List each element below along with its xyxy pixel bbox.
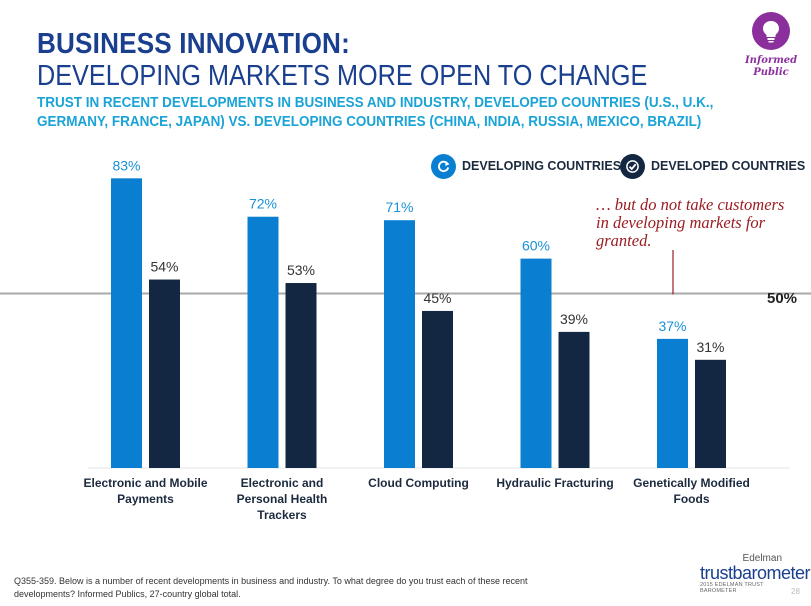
badge-label-line1: Informed (745, 55, 798, 66)
bar-developing (247, 216, 279, 468)
edelman-trustbarometer-logo: Edelman trustbarometer 2015 EDELMAN TRUS… (700, 553, 811, 594)
bar-developed (558, 331, 590, 468)
data-label: 37% (658, 318, 686, 334)
bar-developed (149, 279, 180, 468)
bar-developing (384, 220, 415, 468)
data-label: 39% (560, 311, 588, 327)
annotation-text: … but do not take customers in developin… (596, 195, 785, 250)
legend-label-developing: DEVELOPING COUNTRIES (462, 159, 622, 173)
category-label: Electronic and Personal Health Trackers (237, 476, 328, 522)
checkmark-icon (620, 153, 645, 179)
data-label: 72% (249, 196, 277, 212)
informed-public-badge: Informed Public (745, 12, 797, 79)
page-subtitle: TRUST IN RECENT DEVELOPMENTS IN BUSINESS… (37, 95, 714, 130)
data-label: 83% (112, 157, 140, 173)
data-label: 31% (696, 339, 724, 355)
legend-developing: DEVELOPING COUNTRIES (431, 152, 621, 180)
logo-brand: Edelman (742, 553, 782, 564)
logo-study: 2015 EDELMAN TRUST BAROMETER (700, 582, 764, 594)
data-label: 53% (287, 262, 315, 278)
bar-developing (520, 258, 552, 468)
page-title-line2: DEVELOPING MARKETS MORE OPEN TO CHANGE (37, 60, 648, 92)
data-label: 71% (385, 199, 413, 215)
data-label: 60% (522, 238, 550, 254)
reference-line-label: 50% (767, 290, 798, 307)
category-label: Genetically Modified Foods (633, 476, 750, 506)
page-number: 28 (791, 587, 800, 596)
legend-developed: DEVELOPED COUNTRIES (620, 152, 805, 180)
data-label: 45% (423, 290, 451, 306)
bar-developing (111, 178, 142, 468)
bar-developed (285, 283, 317, 468)
badge-label: Informed Public (745, 55, 797, 79)
bar-developed (695, 359, 726, 468)
bar-developing (657, 338, 688, 468)
category-label: Cloud Computing (368, 476, 469, 490)
category-label: Electronic and Mobile Payments (83, 476, 207, 506)
lightbulb-icon (752, 12, 790, 50)
legend-label-developed: DEVELOPED COUNTRIES (651, 159, 806, 173)
refresh-icon (431, 153, 456, 179)
badge-label-line2: Public (753, 67, 789, 78)
page-title: BUSINESS INNOVATION: (37, 28, 350, 60)
category-label: Hydraulic Fracturing (496, 476, 613, 490)
data-label: 54% (150, 259, 178, 275)
bar-developed (422, 310, 453, 468)
footnote: Q355-359. Below is a number of recent de… (14, 576, 528, 599)
logo-name: trustbarometer (700, 563, 811, 583)
